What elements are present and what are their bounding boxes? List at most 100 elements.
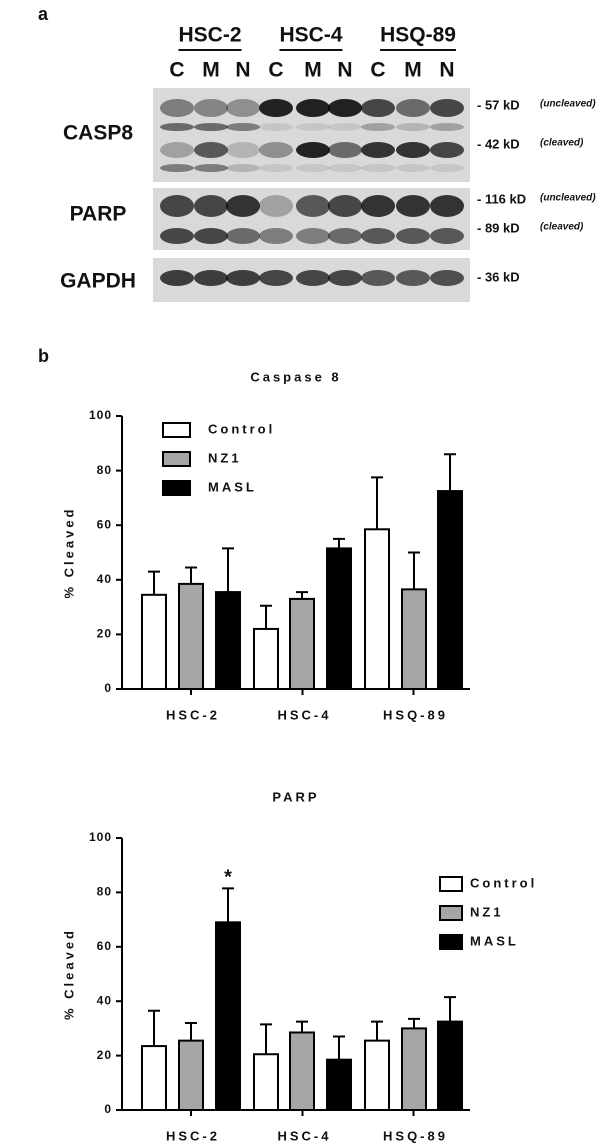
panel-label: a [38, 4, 49, 24]
lane-label: C [370, 59, 385, 82]
bar [364, 528, 390, 690]
annotation: * [224, 867, 232, 889]
protein-label: PARP [70, 203, 127, 226]
blot-band [194, 195, 228, 217]
protein-label: GAPDH [60, 270, 136, 293]
blot-band [226, 123, 260, 131]
blot-band [430, 142, 464, 158]
blot-band [361, 195, 395, 217]
error-bar [408, 1017, 420, 1029]
blot-band [328, 228, 362, 244]
blot-band [361, 123, 395, 131]
blot-band [226, 228, 260, 244]
x-tick-label: HSC-2 [166, 707, 220, 722]
marker-size: - 42 kD [477, 136, 520, 151]
cell-line-label: HSC-4 [279, 24, 342, 47]
bar [141, 1045, 167, 1111]
bar [326, 547, 352, 691]
error-bar [222, 887, 234, 923]
blot-band [361, 270, 395, 286]
legend-label: NZ1 [208, 450, 242, 465]
blot-band [259, 99, 293, 117]
blot-band [328, 99, 362, 117]
y-tick-label: 100 [89, 830, 112, 844]
error-bar [222, 547, 234, 593]
blot-band [194, 164, 228, 172]
x-tick-label: HSC-4 [277, 1128, 331, 1143]
y-tick-label: 100 [89, 408, 112, 422]
blot-band [328, 270, 362, 286]
error-bar [260, 1023, 272, 1055]
blot-band [259, 142, 293, 158]
lane-label: N [337, 59, 352, 82]
lane-label: N [439, 59, 454, 82]
error-bar [260, 604, 272, 629]
blot-band [430, 99, 464, 117]
blot-band [194, 142, 228, 158]
blot-band [226, 195, 260, 217]
bar [253, 1053, 279, 1111]
y-tick-label: 0 [104, 1102, 112, 1116]
blot-band [430, 270, 464, 286]
error-bar [444, 996, 456, 1022]
blot-band [396, 195, 430, 217]
y-tick-label: 40 [97, 572, 112, 586]
error-bar [444, 453, 456, 492]
bar [289, 1031, 315, 1111]
lane-label: N [235, 59, 250, 82]
blot-band [430, 123, 464, 131]
blot-band [160, 99, 194, 117]
legend-swatch [439, 876, 463, 892]
legend-label: MASL [470, 933, 519, 948]
x-tick-label: HSQ-89 [383, 707, 448, 722]
y-axis-label: % Cleaved [61, 506, 76, 598]
blot-band [361, 99, 395, 117]
bar [253, 627, 279, 691]
blot-band [194, 99, 228, 117]
legend-swatch [439, 905, 463, 921]
legend-swatch [439, 934, 463, 950]
y-tick-label: 80 [97, 885, 112, 899]
blot-band [226, 164, 260, 172]
error-bar [185, 1021, 197, 1041]
blot-band [430, 195, 464, 217]
blot-band [396, 228, 430, 244]
error-bar [296, 1020, 308, 1033]
blot-band [259, 164, 293, 172]
blot-band [160, 123, 194, 131]
bar [326, 1058, 352, 1112]
blot-band [259, 228, 293, 244]
y-tick-label: 60 [97, 517, 112, 531]
blot-band [259, 195, 293, 217]
y-tick-label: 80 [97, 463, 112, 477]
blot-band [328, 164, 362, 172]
error-bar [408, 551, 420, 590]
blot-band [296, 142, 330, 158]
bar [289, 597, 315, 690]
y-tick-label: 60 [97, 939, 112, 953]
blot-band [259, 123, 293, 131]
protein-label: CASP8 [63, 122, 133, 145]
legend-swatch [162, 451, 191, 467]
marker-size: - 89 kD [477, 220, 520, 235]
blot-band [396, 142, 430, 158]
error-bar [185, 566, 197, 584]
bar [178, 1039, 204, 1112]
western-blot [153, 88, 470, 302]
blot-band [226, 270, 260, 286]
legend-label: NZ1 [470, 904, 504, 919]
blot-band [160, 164, 194, 172]
marker-note: (cleaved) [540, 138, 584, 149]
blot-band [296, 164, 330, 172]
blot-band [396, 164, 430, 172]
blot-band [328, 123, 362, 131]
x-tick-label: HSQ-89 [383, 1128, 448, 1143]
cell-line-label: HSQ-89 [380, 24, 456, 47]
error-bar [296, 591, 308, 599]
blot-band [430, 164, 464, 172]
legend-swatch [162, 480, 191, 496]
y-tick-label: 20 [97, 1048, 112, 1062]
x-tick-label: HSC-2 [166, 1128, 220, 1143]
lane-label: M [304, 59, 322, 82]
bar [364, 1039, 390, 1112]
